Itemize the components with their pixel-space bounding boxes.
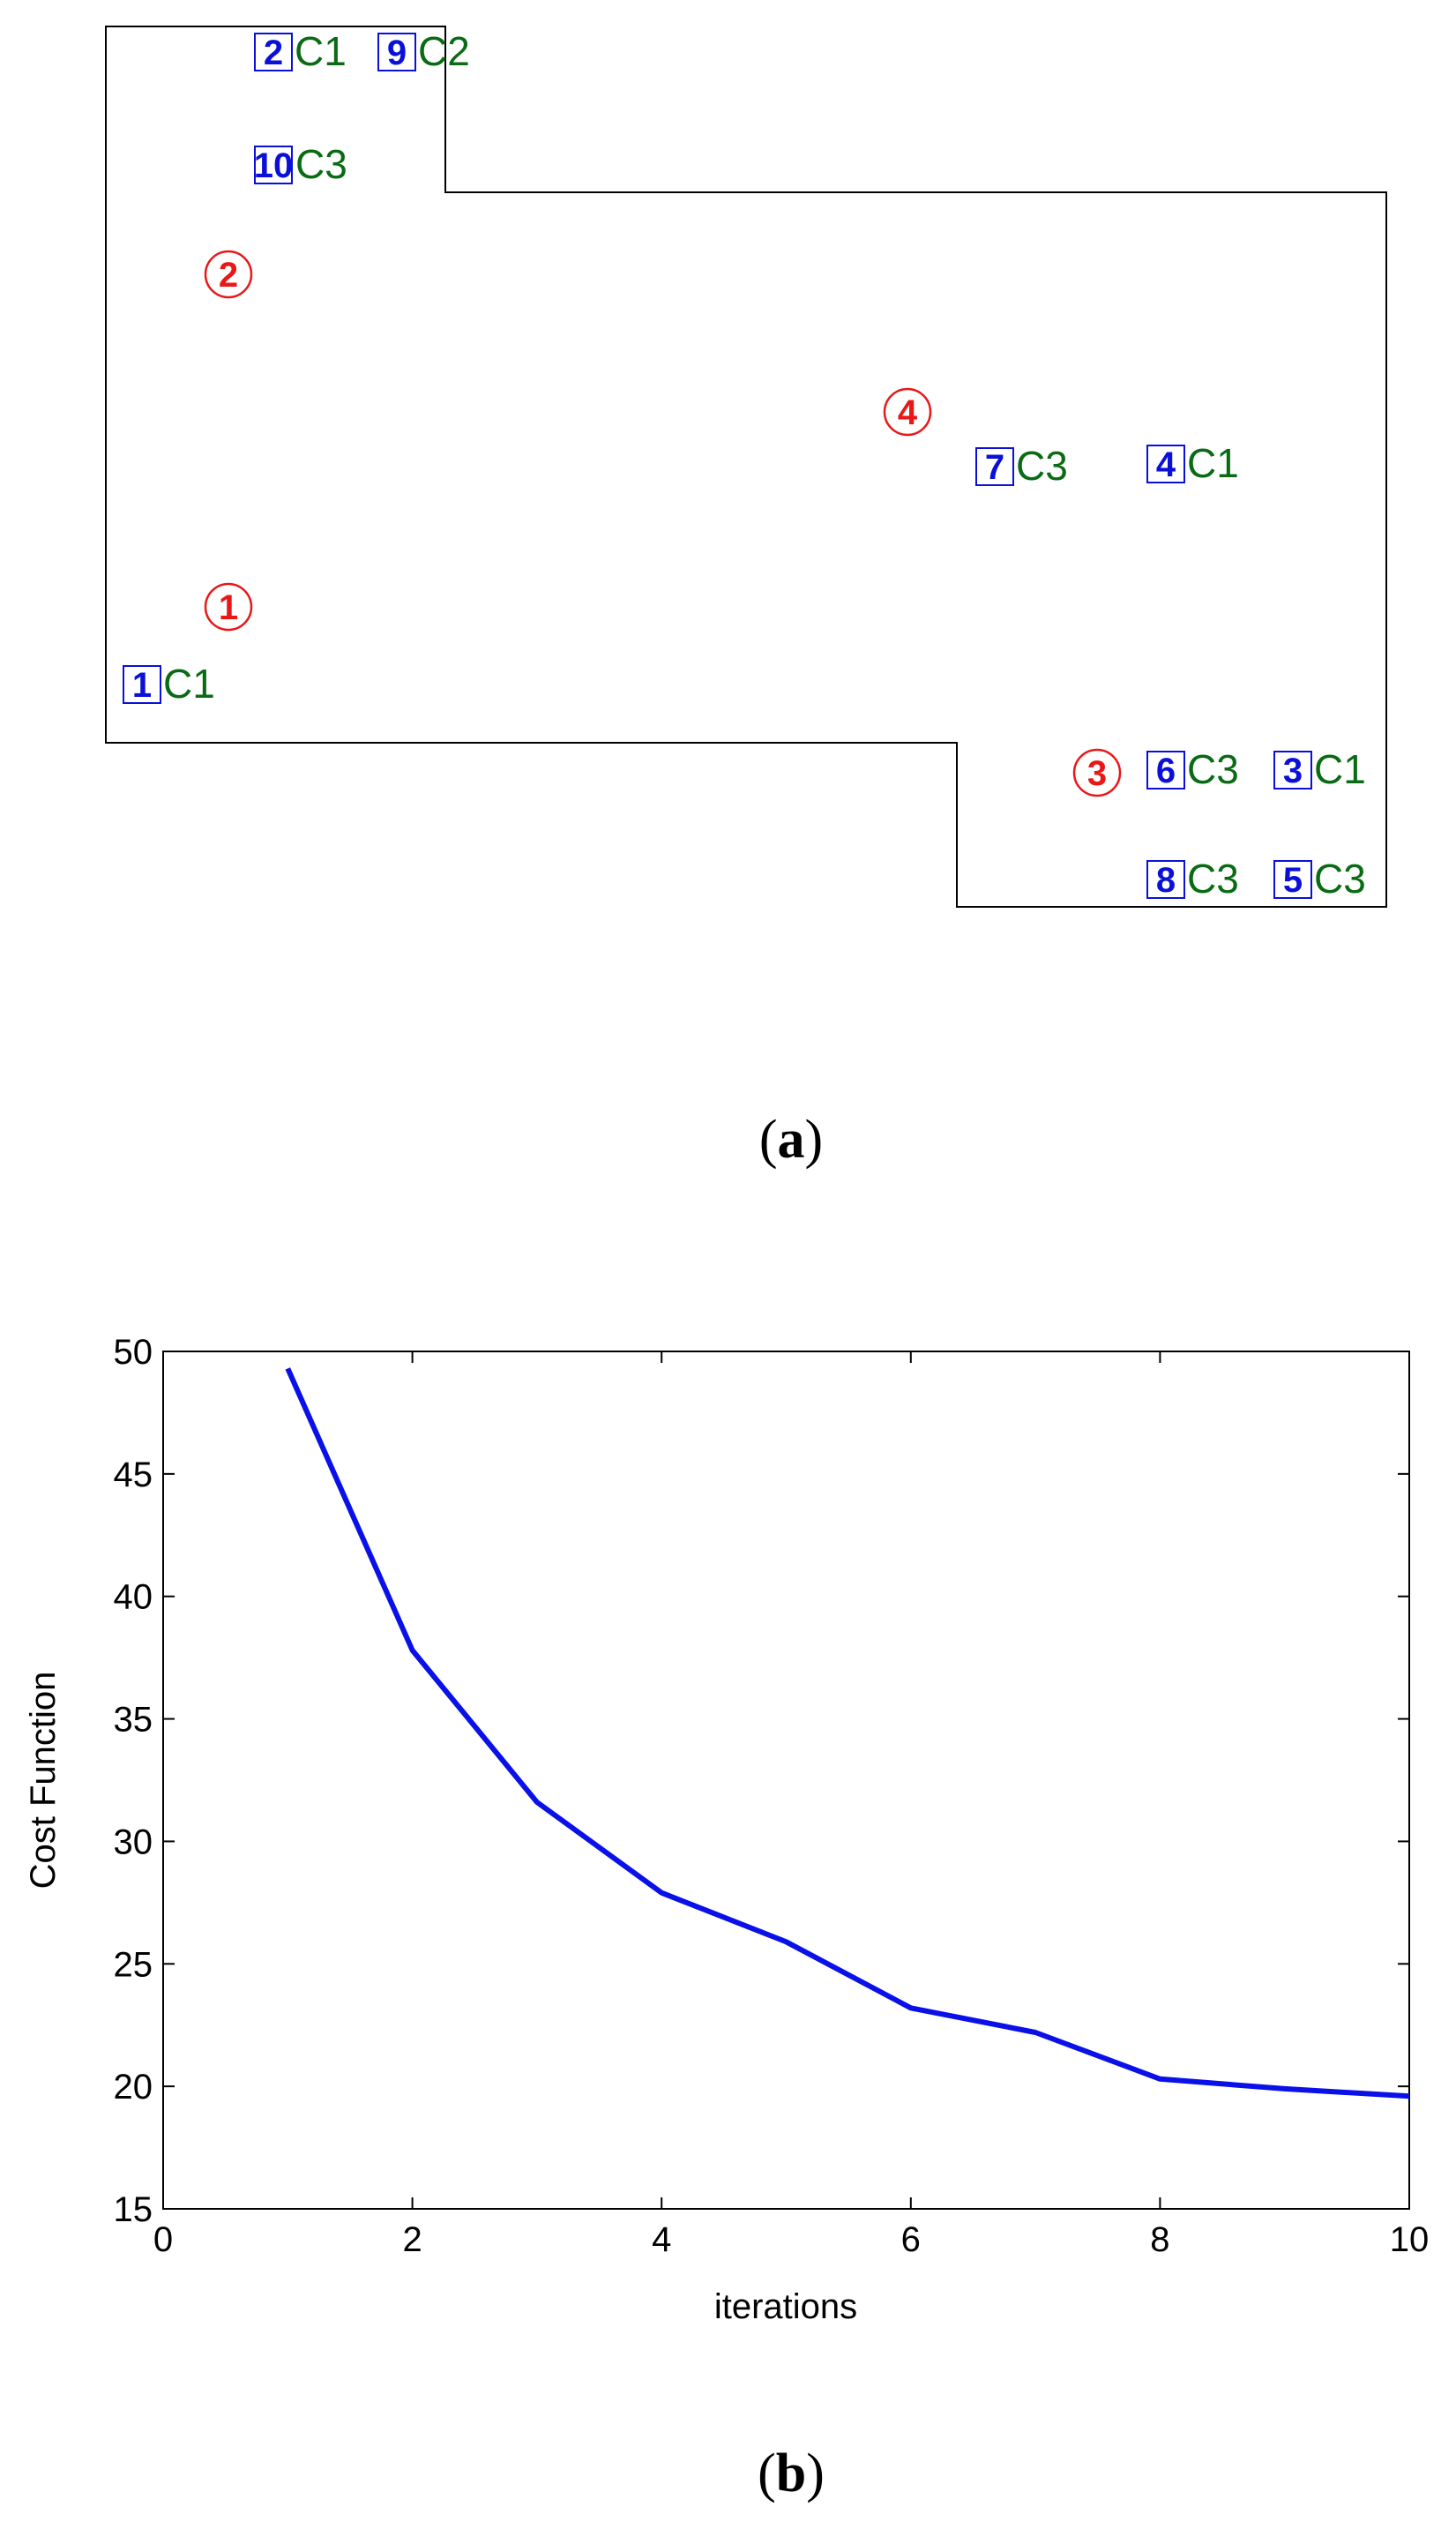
sensor-node: 9 C2	[377, 28, 470, 74]
node-class-label: C3	[1187, 746, 1239, 792]
node-id: 7	[985, 448, 1004, 487]
y-axis: 15 20 25 30 35 40 45 50	[114, 1333, 1409, 2229]
node-box	[254, 33, 293, 71]
anchor-circle	[204, 250, 253, 299]
anchor-id: 2	[219, 256, 238, 295]
anchor-marker: 4	[883, 387, 932, 437]
sensor-node: 10 C3	[254, 141, 347, 187]
cost-series-line	[285, 1367, 1410, 2099]
node-box	[1146, 860, 1185, 899]
series-point-layer	[287, 1368, 1410, 2097]
series-point	[536, 1801, 537, 1802]
node-box	[123, 665, 161, 704]
series-point	[1160, 2078, 1161, 2079]
anchor-circle	[1072, 748, 1122, 797]
y-tick-label: 25	[114, 1945, 153, 1984]
y-tick-label: 35	[114, 1701, 153, 1740]
node-id: 2	[264, 34, 283, 72]
node-id: 5	[1283, 861, 1303, 900]
anchor-circle	[883, 387, 932, 437]
sensor-node: 1 C1	[123, 661, 215, 707]
x-tick-label: 8	[1150, 2220, 1169, 2259]
anchor-marker: 2	[204, 250, 253, 299]
anchor-id: 3	[1087, 754, 1107, 793]
floorplan-outline	[105, 26, 1387, 908]
node-class-label: C3	[295, 141, 347, 187]
series-point	[1409, 2096, 1410, 2097]
sensor-node: 6 C3	[1146, 746, 1239, 792]
node-class-label: C1	[163, 661, 215, 707]
node-box	[1146, 445, 1185, 483]
x-tick-label: 0	[153, 2220, 173, 2259]
node-class-label: C1	[1314, 746, 1366, 792]
panel-b-label: (b)	[758, 2443, 825, 2503]
node-id: 3	[1283, 752, 1303, 790]
node-class-label: C1	[295, 28, 347, 74]
y-tick-label: 40	[114, 1578, 153, 1617]
y-tick-label: 30	[114, 1822, 153, 1861]
node-box	[254, 146, 293, 184]
node-id: 9	[387, 34, 407, 72]
plot-area-frame	[162, 1351, 1410, 2210]
anchor-id: 1	[219, 588, 238, 627]
anchor-marker: 3	[1072, 748, 1122, 797]
node-box	[377, 33, 416, 71]
node-id: 1	[132, 666, 152, 705]
sensor-node: 5 C3	[1273, 856, 1366, 902]
panel-a-label: (a)	[759, 1110, 823, 1170]
node-box	[1146, 751, 1185, 790]
y-tick-label: 15	[114, 2190, 153, 2229]
anchor-marker: 1	[204, 582, 253, 632]
node-id: 6	[1156, 752, 1176, 790]
sensor-node: 2 C1	[254, 28, 347, 74]
node-class-label: C3	[1016, 443, 1068, 489]
series-point	[1035, 2032, 1036, 2033]
node-class-label: C1	[1187, 440, 1239, 486]
anchor-circle	[204, 582, 253, 632]
x-tick-label: 4	[652, 2220, 671, 2259]
x-axis: 0 2 4 6 8 10	[153, 1351, 1429, 2259]
y-tick-label: 50	[114, 1333, 153, 1372]
sensor-node: 4 C1	[1146, 440, 1239, 486]
node-class-label: C3	[1314, 856, 1366, 902]
x-tick-label: 10	[1390, 2220, 1430, 2259]
node-id: 10	[254, 146, 294, 185]
node-id: 4	[1156, 445, 1176, 484]
sensor-node: 3 C1	[1273, 746, 1366, 792]
x-tick-label: 6	[901, 2220, 921, 2259]
sensor-node: 7 C3	[975, 443, 1068, 489]
x-axis-title: iterations	[714, 2287, 857, 2326]
series-point	[910, 2008, 911, 2009]
node-box	[975, 447, 1014, 486]
anchor-layer: 1 2 3 4	[204, 250, 1122, 797]
y-axis-title: Cost Function	[24, 1672, 63, 1890]
node-box	[1273, 751, 1312, 790]
node-class-label: C3	[1187, 856, 1239, 902]
series-point	[1284, 2088, 1285, 2089]
node-id: 8	[1156, 861, 1176, 900]
series-point	[287, 1368, 288, 1369]
node-class-label: C2	[418, 28, 470, 74]
y-tick-label: 45	[114, 1456, 153, 1494]
anchor-id: 4	[898, 393, 918, 432]
y-tick-label: 20	[114, 2068, 153, 2107]
cost-chart: 15 20 25 30 35 40 45 50 0 2 4 6 8 10 iterations Cost…	[24, 1333, 1429, 2503]
series-point	[661, 1892, 662, 1893]
node-box	[1273, 860, 1312, 899]
x-tick-label: 2	[402, 2220, 422, 2259]
sensor-node: 8 C3	[1146, 856, 1239, 902]
